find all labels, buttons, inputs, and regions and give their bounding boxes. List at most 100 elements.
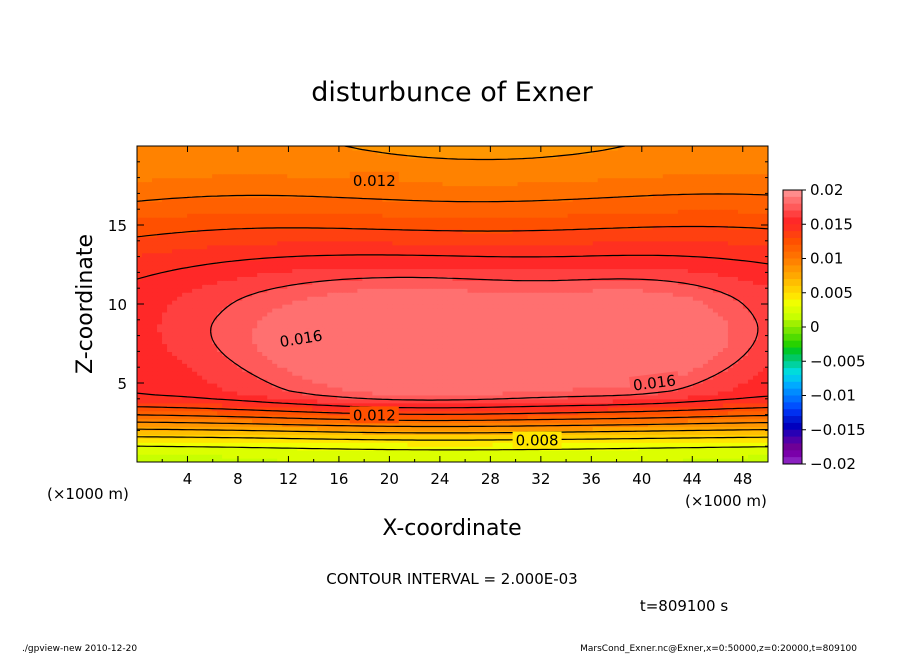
contour-cell bbox=[512, 319, 519, 325]
contour-cell bbox=[472, 442, 479, 447]
contour-cell bbox=[207, 351, 213, 356]
contour-cell bbox=[517, 347, 524, 352]
contour-cell bbox=[497, 311, 504, 317]
contour-cell bbox=[467, 458, 474, 462]
contour-cell bbox=[382, 375, 388, 380]
contour-cell bbox=[747, 371, 754, 376]
contour-cell bbox=[762, 446, 768, 451]
contour-cell bbox=[142, 335, 148, 341]
contour-cell bbox=[512, 390, 519, 396]
contour-cell bbox=[467, 304, 474, 309]
contour-cell bbox=[317, 315, 323, 321]
contour-cell bbox=[152, 351, 158, 356]
contour-cell bbox=[252, 379, 258, 384]
contour-cell bbox=[372, 371, 378, 376]
contour-cell bbox=[462, 351, 469, 356]
contour-cell bbox=[757, 426, 764, 431]
contour-cell bbox=[467, 323, 474, 329]
contour-cell bbox=[312, 394, 318, 400]
contour-cell bbox=[302, 347, 308, 352]
contour-cell bbox=[217, 323, 223, 329]
contour-cell bbox=[257, 430, 263, 435]
contour-cell bbox=[562, 355, 569, 360]
contour-cell bbox=[757, 458, 764, 462]
contour-cell bbox=[292, 347, 298, 352]
contour-cell bbox=[442, 454, 449, 459]
contour-cell bbox=[162, 379, 168, 384]
contour-cell bbox=[362, 379, 368, 384]
contour-cell bbox=[292, 438, 298, 443]
contour-cell bbox=[497, 375, 504, 380]
contour-cell bbox=[497, 335, 504, 341]
contour-cell bbox=[642, 343, 649, 349]
contour-cell bbox=[602, 351, 609, 356]
contour-cell bbox=[587, 367, 594, 372]
contour-cell bbox=[702, 347, 709, 352]
contour-cell bbox=[757, 311, 764, 317]
contour-cell bbox=[252, 315, 258, 321]
contour-cell bbox=[447, 442, 454, 447]
contour-cell bbox=[487, 386, 494, 392]
contour-cell bbox=[727, 394, 734, 400]
contour-cell bbox=[377, 438, 383, 443]
contour-cell bbox=[612, 426, 619, 431]
contour-cell bbox=[317, 438, 323, 443]
contour-cell bbox=[222, 335, 228, 341]
contour-cell bbox=[237, 355, 243, 360]
contour-cell bbox=[267, 430, 273, 435]
contour-cell bbox=[182, 458, 188, 462]
contour-cell bbox=[587, 438, 594, 443]
contour-cell bbox=[672, 363, 679, 368]
contour-cell bbox=[322, 347, 328, 352]
contour-cell bbox=[532, 363, 539, 368]
contour-cell bbox=[397, 359, 404, 364]
contour-cell bbox=[582, 319, 589, 325]
contour-cell bbox=[467, 327, 474, 333]
contour-cell bbox=[687, 355, 694, 360]
contour-cell bbox=[382, 367, 388, 372]
contour-cell bbox=[167, 311, 173, 317]
contour-cell bbox=[417, 304, 424, 309]
contour-cell bbox=[582, 347, 589, 352]
contour-cell bbox=[542, 371, 549, 376]
contour-cell bbox=[482, 454, 489, 459]
contour-cell bbox=[192, 304, 198, 309]
contour-cell bbox=[502, 450, 509, 455]
contour-cell bbox=[557, 327, 564, 333]
contour-cell bbox=[762, 323, 768, 329]
contour-cell bbox=[527, 343, 534, 349]
contour-cell bbox=[432, 335, 439, 341]
contour-cell bbox=[627, 327, 634, 333]
contour-cell bbox=[717, 458, 724, 462]
contour-cell bbox=[547, 323, 554, 329]
contour-cell bbox=[327, 307, 333, 313]
contour-cell bbox=[712, 379, 719, 384]
contour-cell bbox=[177, 402, 183, 408]
contour-cell bbox=[687, 335, 694, 341]
contour-cell bbox=[272, 343, 278, 349]
contour-cell bbox=[537, 351, 544, 356]
contour-cell bbox=[447, 331, 454, 337]
contour-cell bbox=[682, 363, 689, 368]
contour-cell bbox=[427, 394, 434, 400]
contour-cell bbox=[442, 339, 449, 345]
contour-cell bbox=[737, 390, 744, 396]
contour-cell bbox=[582, 343, 589, 349]
contour-cell bbox=[277, 406, 283, 412]
contour-cell bbox=[332, 327, 338, 333]
contour-cell bbox=[222, 446, 228, 451]
contour-cell bbox=[527, 426, 534, 431]
contour-cell bbox=[327, 339, 333, 345]
contour-cell bbox=[572, 367, 579, 372]
contour-cell bbox=[457, 319, 464, 325]
contour-cell bbox=[402, 450, 409, 455]
contour-cell bbox=[542, 311, 549, 317]
contour-cell bbox=[267, 335, 273, 341]
contour-cell bbox=[482, 422, 489, 428]
contour-cell bbox=[422, 331, 429, 337]
contour-cell bbox=[207, 426, 213, 431]
contour-cell bbox=[582, 339, 589, 345]
contour-cell bbox=[197, 367, 203, 372]
contour-cell bbox=[412, 375, 419, 380]
contour-cell bbox=[232, 335, 238, 341]
